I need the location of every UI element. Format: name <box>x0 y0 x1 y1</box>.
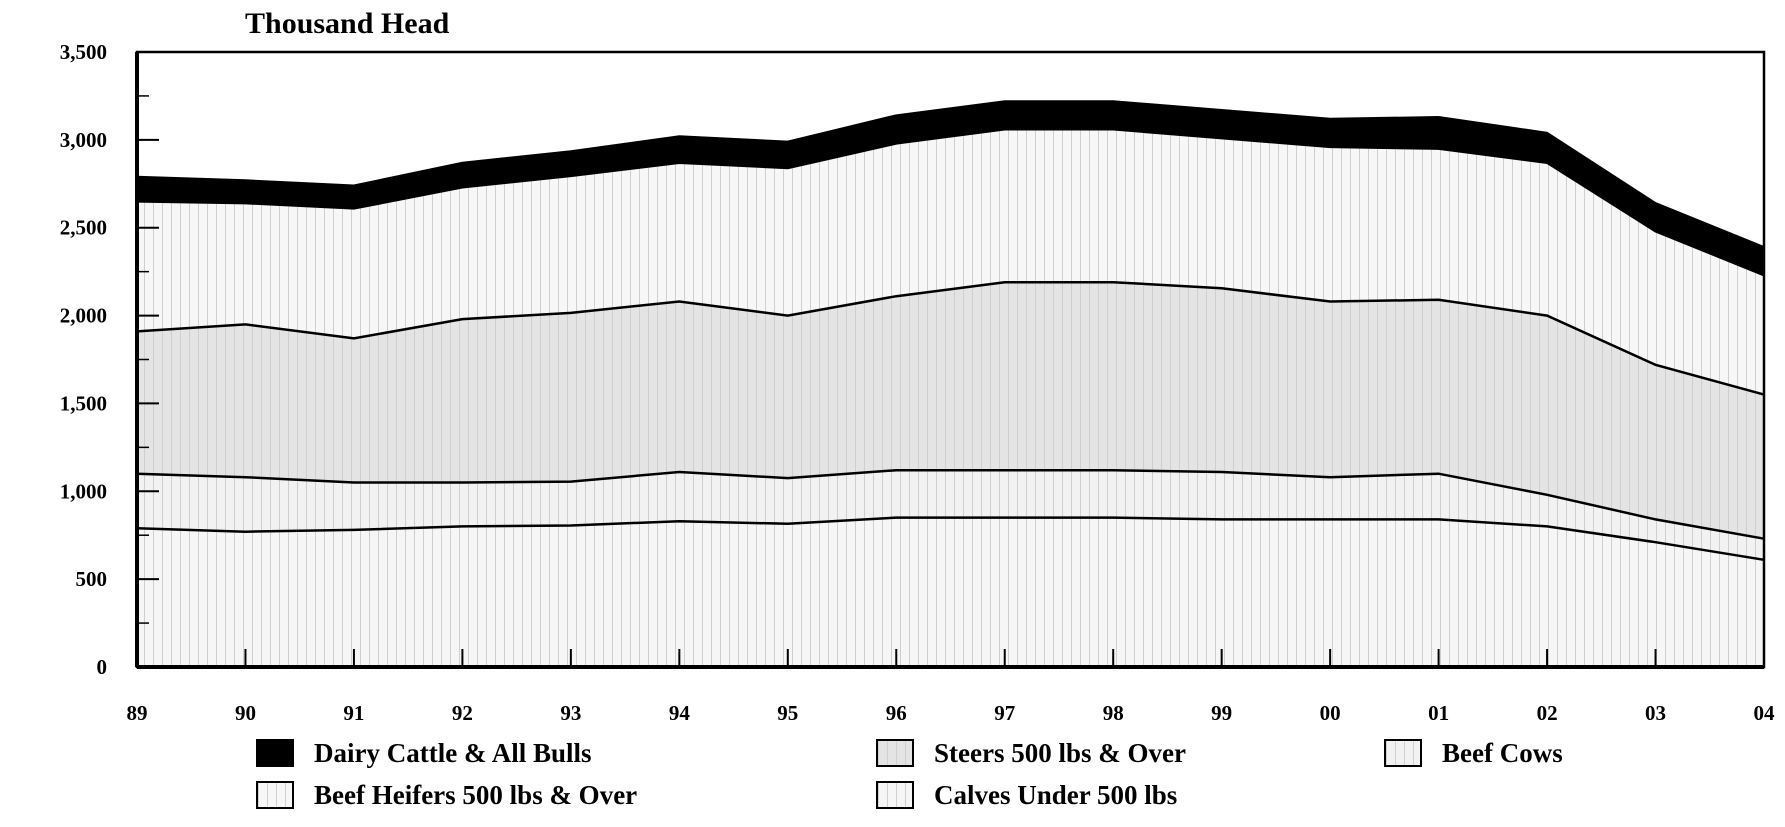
y-tick-label: 2,500 <box>60 216 107 240</box>
x-tick-label: 92 <box>452 701 473 725</box>
boundary-beef-cows <box>136 468 1765 540</box>
unit-label: Thousand Head <box>245 7 450 40</box>
axes-layer: 0 500 1,000 1,500 2,000 2,500 3,000 3,500 89 90 91… <box>60 40 1775 725</box>
x-tick-label: 94 <box>669 701 691 725</box>
boundary-beef-heifers-500-lbs-over <box>136 128 1765 277</box>
y-tick-label: 1,000 <box>60 479 107 503</box>
x-tick-label: 00 <box>1320 701 1341 725</box>
boundary-lines-layer <box>136 100 1765 562</box>
y-tick-label: 3,500 <box>60 40 107 64</box>
x-tick-label: 95 <box>777 701 798 725</box>
y-tick-label: 2,000 <box>60 304 107 328</box>
y-tick-label: 3,000 <box>60 128 107 152</box>
area-dairy-cattle-all-bulls <box>137 101 1764 276</box>
x-tick-label: 99 <box>1211 701 1232 725</box>
x-tick-label: 03 <box>1645 701 1666 725</box>
x-tick-label: 04 <box>1754 701 1776 725</box>
boundary-calves-under-500-lbs <box>136 516 1765 562</box>
boundary-steers-500-lbs-over <box>136 280 1765 396</box>
x-tick-label: 96 <box>886 701 907 725</box>
y-tick-label: 0 <box>97 655 108 679</box>
x-tick-label: 89 <box>127 701 148 725</box>
x-tick-label: 93 <box>560 701 581 725</box>
x-tick-label: 91 <box>343 701 364 725</box>
boundary-dairy-cattle-all-bulls <box>136 100 1765 248</box>
area-hatch-calves-under-500-lbs <box>137 517 1764 667</box>
x-tick-label: 02 <box>1537 701 1558 725</box>
x-tick-label: 98 <box>1103 701 1124 725</box>
x-tick-label: 90 <box>235 701 256 725</box>
areas-layer <box>137 101 1764 667</box>
y-tick-label: 1,500 <box>60 391 107 415</box>
area-hatch-beef-cows <box>137 470 1764 560</box>
area-hatch-beef-heifers-500-lbs-over <box>137 129 1764 395</box>
x-tick-label: 01 <box>1428 701 1449 725</box>
y-tick-label: 500 <box>76 567 108 591</box>
x-tick-label: 97 <box>994 701 1015 725</box>
area-hatch-steers-500-lbs-over <box>137 282 1764 539</box>
